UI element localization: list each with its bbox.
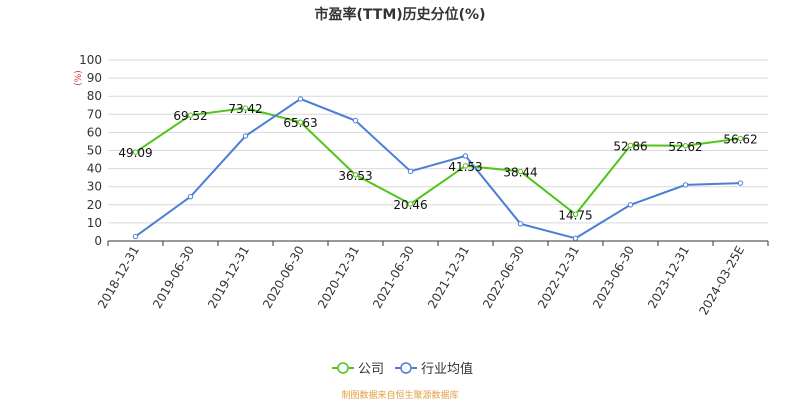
data-label: 20.46 [393,198,427,212]
legend-company: 公司 [332,362,384,377]
data-point-company [682,143,689,149]
data-point-industry [132,233,139,240]
y-tick-label: 80 [87,89,102,103]
data-point-industry [462,153,469,159]
legend-label: 行业均值 [421,361,473,377]
data-label: 56.62 [723,133,757,147]
x-tick-label: 2022-12-31 [535,244,582,311]
series-line-company [134,107,741,216]
x-tick-label: 2023-06-30 [590,244,637,311]
x-tick-label: 2019-06-30 [150,244,197,311]
data-label: 69.52 [173,109,207,123]
y-tick-label: 60 [87,125,102,139]
y-tick-label: 0 [94,234,102,248]
x-tick-label: 2021-06-30 [370,244,417,311]
source-note: 制图数据来自恒生聚源数据库 [341,391,459,401]
data-point-industry [407,168,414,175]
data-point-industry [627,202,634,208]
data-label: 49.09 [118,146,152,160]
data-label: 41.53 [448,160,482,174]
data-point-company [187,112,194,118]
y-tick-label: 40 [87,162,102,176]
x-tick-label: 2024-03-25E [696,244,747,318]
data-point-company [572,211,579,218]
data-point-industry [737,180,744,186]
data-label: 52.86 [613,139,647,153]
x-tick-label: 2023-12-31 [645,244,692,311]
data-labels: 49.09 69.52 73.42 65.63 36.53 20.46 41.53 38.44… [118,102,757,222]
data-point-company [242,105,249,111]
data-label: 14.75 [558,208,592,222]
data-point-industry [517,221,524,227]
x-tick-label: 2022-06-30 [480,244,527,311]
y-tick-label: 10 [87,216,102,230]
data-point-company [132,149,139,155]
data-point-industry [572,235,579,241]
y-tick-label: 30 [87,180,102,194]
data-point-industry [187,193,194,200]
y-tick-label: 50 [87,144,102,158]
legend-swatch-marker [337,362,349,374]
y-tick-label: 100 [79,53,102,67]
y-axis-label: (%) [74,70,84,86]
chart-title: 市盈率(TTM)历史分位(%) [314,7,486,23]
data-label: 73.42 [228,102,262,116]
data-point-company [462,163,469,169]
data-point-company [517,168,524,175]
x-tick-label: 2021-12-31 [425,244,472,311]
data-label: 65.63 [283,116,317,130]
data-point-company [407,201,414,207]
series-lines [132,96,744,241]
legend-swatch-marker [400,362,412,374]
y-tick-label: 90 [87,71,102,85]
data-point-company [627,142,634,149]
data-point-company [352,172,359,178]
series-line-industry [134,97,741,240]
grid-lines [108,59,768,224]
data-point-industry [242,133,249,139]
data-label: 38.44 [503,165,537,179]
legend-label: 公司 [358,362,384,377]
legend: 公司 行业均值 [332,361,473,377]
data-point-industry [297,96,304,102]
x-tick-label: 2018-12-31 [95,244,142,311]
x-tick-label: 2019-12-31 [205,244,252,311]
x-tick-label: 2020-06-30 [260,244,307,311]
data-label: 52.62 [668,140,702,154]
data-point-company [737,135,744,142]
y-tick-label: 70 [87,107,102,121]
data-point-company [297,119,304,125]
legend-industry: 行业均值 [395,361,473,377]
x-tick-label: 2020-12-31 [315,244,362,311]
data-label: 36.53 [338,169,372,183]
data-point-industry [682,182,689,188]
data-point-industry [352,117,359,124]
y-tick-label: 20 [87,198,102,212]
